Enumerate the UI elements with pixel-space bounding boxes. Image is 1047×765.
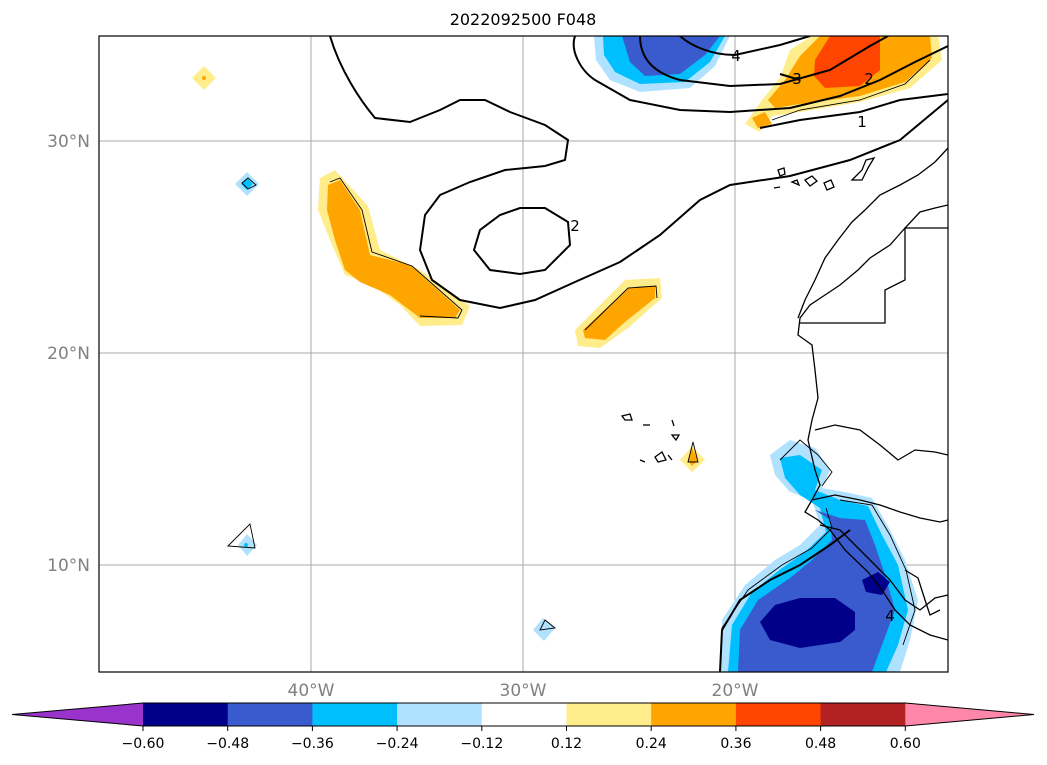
- colorbar-label: 0.60: [890, 736, 921, 752]
- border-1: [800, 227, 948, 324]
- anomaly-shading: [192, 36, 942, 672]
- colorbar-label: −0.24: [376, 736, 419, 752]
- contour-label-2a: 2: [864, 70, 874, 88]
- africa-coast: [797, 204, 948, 641]
- contour-label-1: 1: [857, 113, 867, 131]
- border-2: [814, 424, 948, 461]
- contour-label-2b: 2: [570, 217, 580, 235]
- contours: [329, 36, 948, 672]
- colorbar-segment: [481, 703, 567, 726]
- colorbar-label: −0.60: [122, 736, 165, 752]
- contour-label-4: 4: [731, 47, 741, 65]
- colorbar-label: −0.48: [206, 736, 249, 752]
- lat-label-10n: 10°N: [47, 556, 90, 576]
- colorbar-extend-low: [12, 703, 143, 726]
- longitude-labels: 40°W 30°W 20°W: [288, 681, 759, 701]
- colorbar-segment: [820, 703, 906, 726]
- coastlines: [620, 147, 948, 641]
- lat-label-30n: 30°N: [47, 132, 90, 152]
- colorbar-segment: [312, 703, 398, 726]
- contour-label-3: 3: [792, 70, 802, 88]
- contour-label-4b: 4: [885, 607, 895, 625]
- colorbar-segment: [651, 703, 737, 726]
- colorbar-segment: [397, 703, 483, 726]
- border-3: [811, 494, 948, 523]
- colorbar-segment: [566, 703, 652, 726]
- lon-label-30w: 30°W: [500, 681, 547, 701]
- contour-1: [329, 36, 948, 310]
- colorbar-segment: [227, 703, 313, 726]
- colorbar-label: 0.48: [805, 736, 836, 752]
- figure-title: 2022092500 F048: [450, 10, 597, 29]
- latitude-labels: 30°N 20°N 10°N: [47, 132, 90, 576]
- contour-inner: [472, 207, 572, 276]
- colorbar-label: −0.12: [460, 736, 503, 752]
- colorbar-segment: [735, 703, 822, 726]
- contour-5: [719, 529, 851, 672]
- colorbar-label: 0.36: [720, 736, 751, 752]
- map-frame: [98, 35, 949, 673]
- colorbar-label: 0.24: [636, 736, 667, 752]
- border-4: [819, 524, 948, 611]
- colorbar-segment: [143, 703, 229, 726]
- lon-label-40w: 40°W: [288, 681, 335, 701]
- colorbar-label: 0.12: [551, 736, 582, 752]
- contour-2: [572, 36, 948, 114]
- border-6: [797, 147, 948, 319]
- border-5: [904, 569, 941, 616]
- colorbar-label: −0.36: [291, 736, 334, 752]
- colorbar: −0.60 −0.48 −0.36 −0.24 −0.12 0.12 0.24 0.36 0.4…: [11, 702, 1035, 752]
- colorbar-extend-high: [905, 703, 1034, 726]
- lon-label-20w: 20°W: [712, 681, 759, 701]
- lat-label-20n: 20°N: [47, 344, 90, 364]
- map-area: 4 3 2 1 2 4: [99, 36, 948, 672]
- contour-labels: 4 3 2 1 2 4: [570, 47, 895, 625]
- contour-4: [679, 36, 811, 57]
